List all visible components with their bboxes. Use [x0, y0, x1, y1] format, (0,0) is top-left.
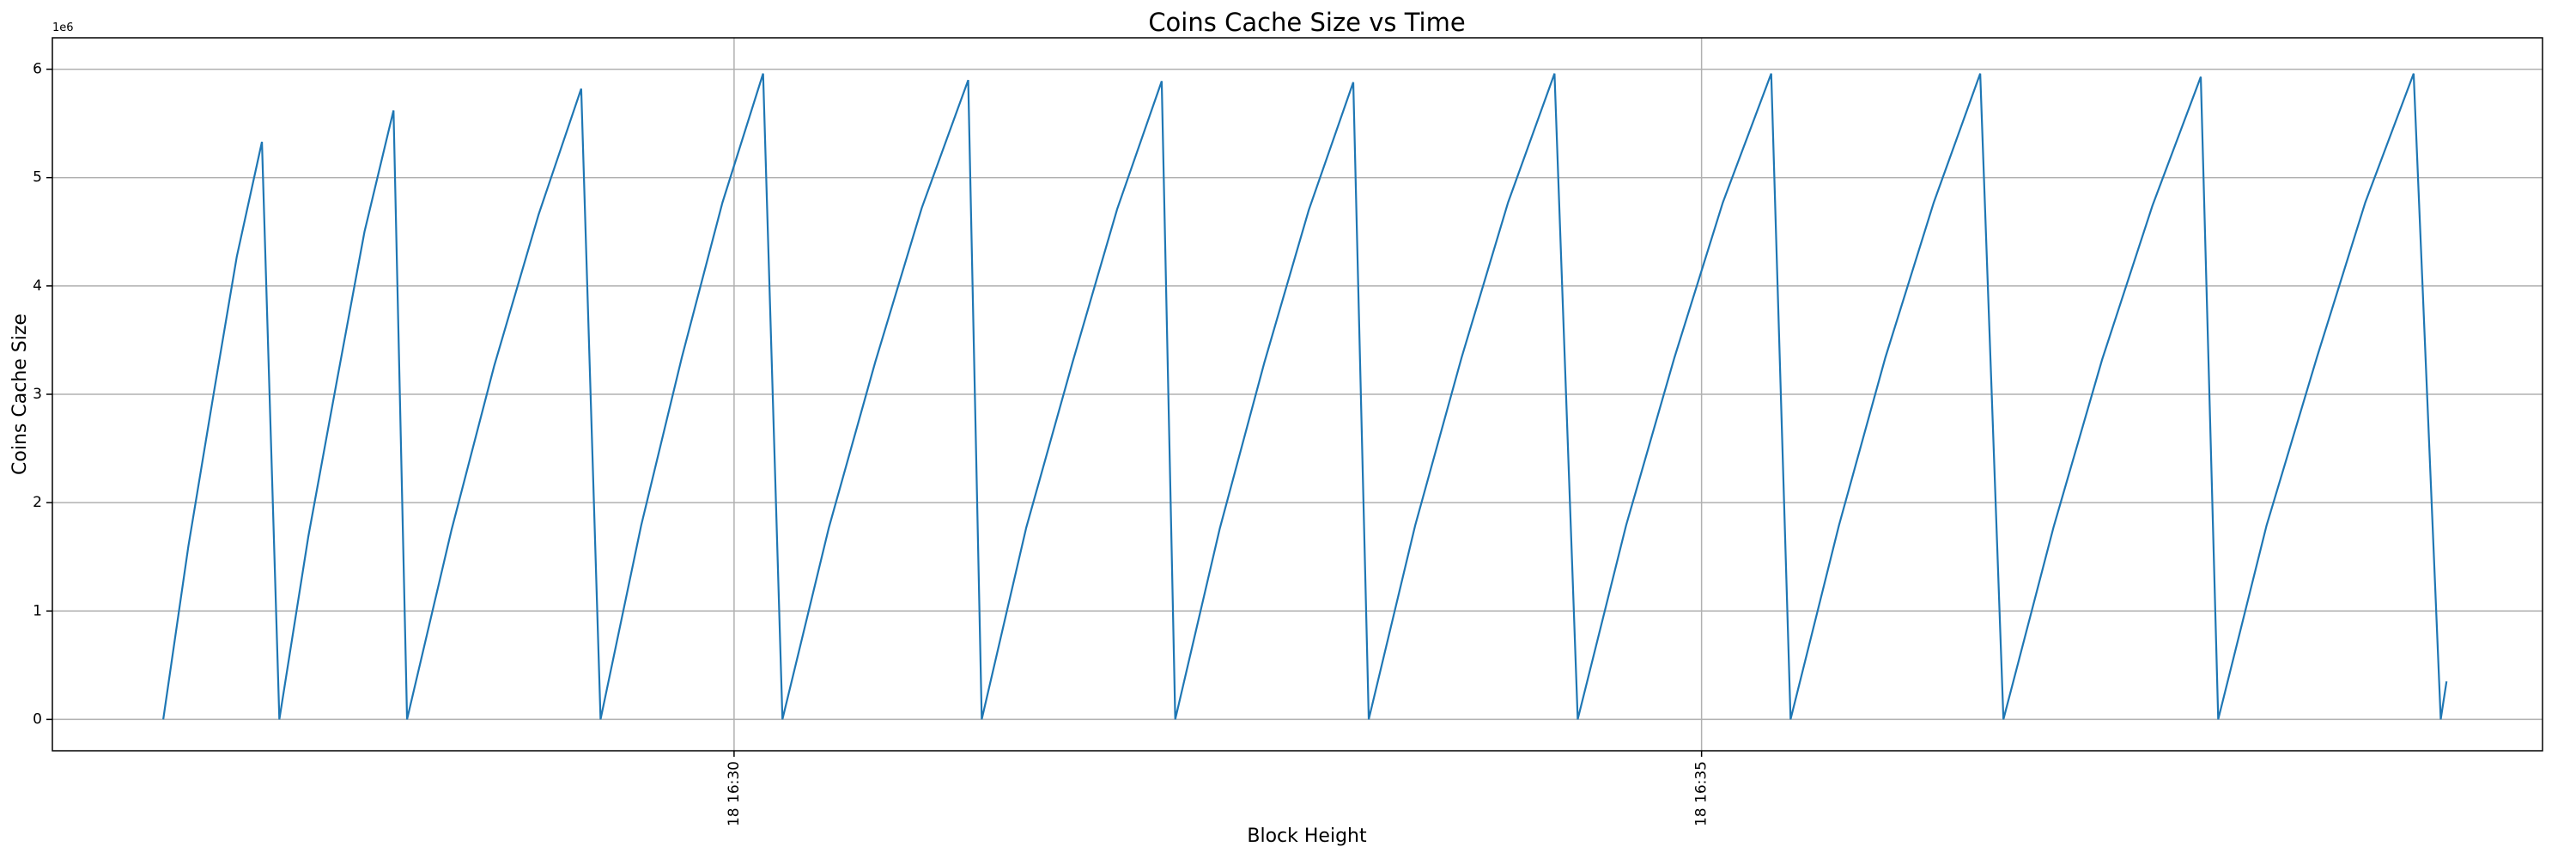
y-tick-label: 5	[33, 169, 42, 186]
plot-frame	[52, 37, 2543, 752]
y-tick-label: 4	[33, 277, 42, 295]
x-tick-label: 18 16:35	[1693, 761, 1710, 826]
data-line	[162, 73, 2448, 720]
chart-title: Coins Cache Size vs Time	[1148, 8, 1465, 37]
y-tick-label: 6	[33, 61, 42, 78]
x-axis-label: Block Height	[1247, 825, 1367, 847]
y-tick-label: 1	[33, 602, 42, 619]
y-tick-label: 0	[33, 710, 42, 728]
y-tick-label: 3	[33, 386, 42, 403]
y-tick-label: 2	[33, 494, 42, 511]
y-offset-label: 1e6	[52, 21, 74, 34]
x-tick-label: 18 16:30	[726, 761, 743, 826]
y-axis-label: Coins Cache Size	[9, 314, 31, 475]
